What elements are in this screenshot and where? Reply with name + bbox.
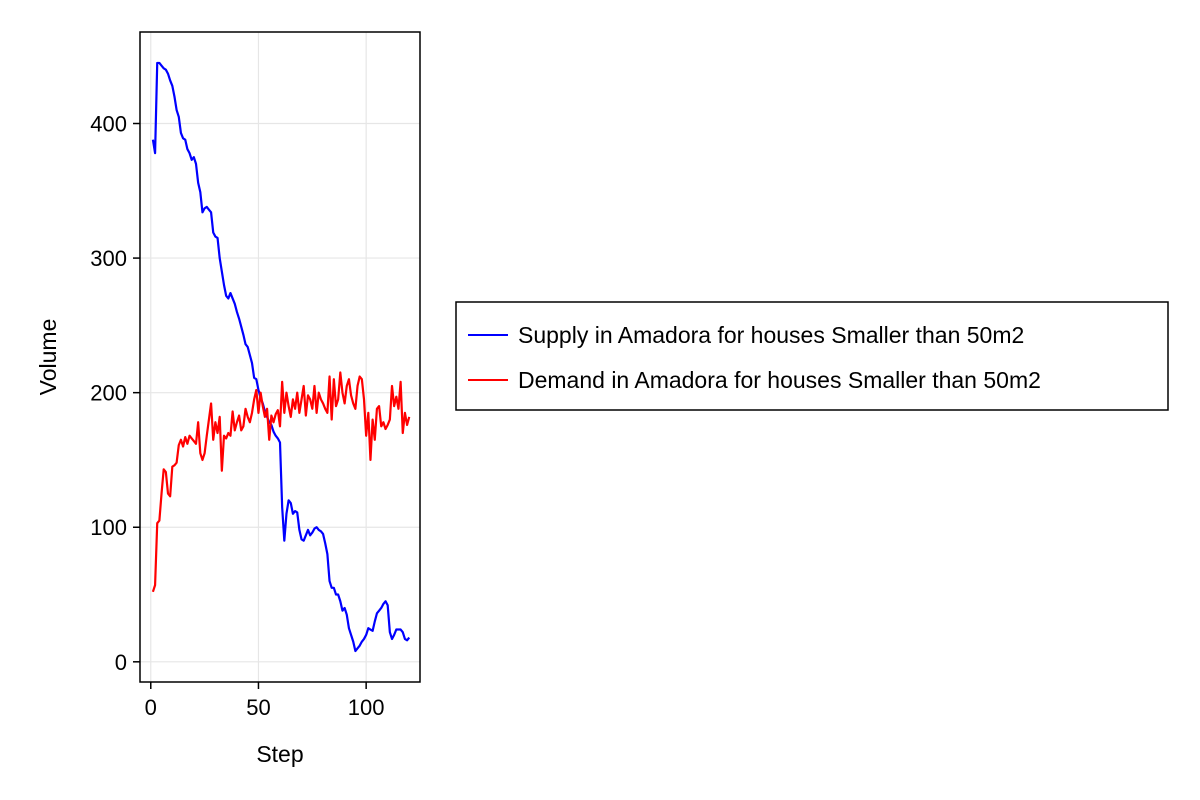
x-axis-title: Step	[256, 741, 303, 767]
legend-label-supply: Supply in Amadora for houses Smaller tha…	[518, 322, 1024, 348]
legend-label-demand: Demand in Amadora for houses Smaller tha…	[518, 367, 1041, 393]
y-tick-label: 200	[90, 381, 127, 406]
legend: Supply in Amadora for houses Smaller tha…	[456, 302, 1168, 410]
y-tick-label: 0	[115, 650, 127, 675]
x-tick-label: 50	[246, 695, 270, 720]
y-tick-label: 300	[90, 246, 127, 271]
y-axis-title: Volume	[35, 319, 61, 396]
y-tick-label: 100	[90, 515, 127, 540]
legend-box	[456, 302, 1168, 410]
x-tick-label: 0	[145, 695, 157, 720]
x-tick-label: 100	[348, 695, 385, 720]
y-tick-label: 400	[90, 112, 127, 137]
